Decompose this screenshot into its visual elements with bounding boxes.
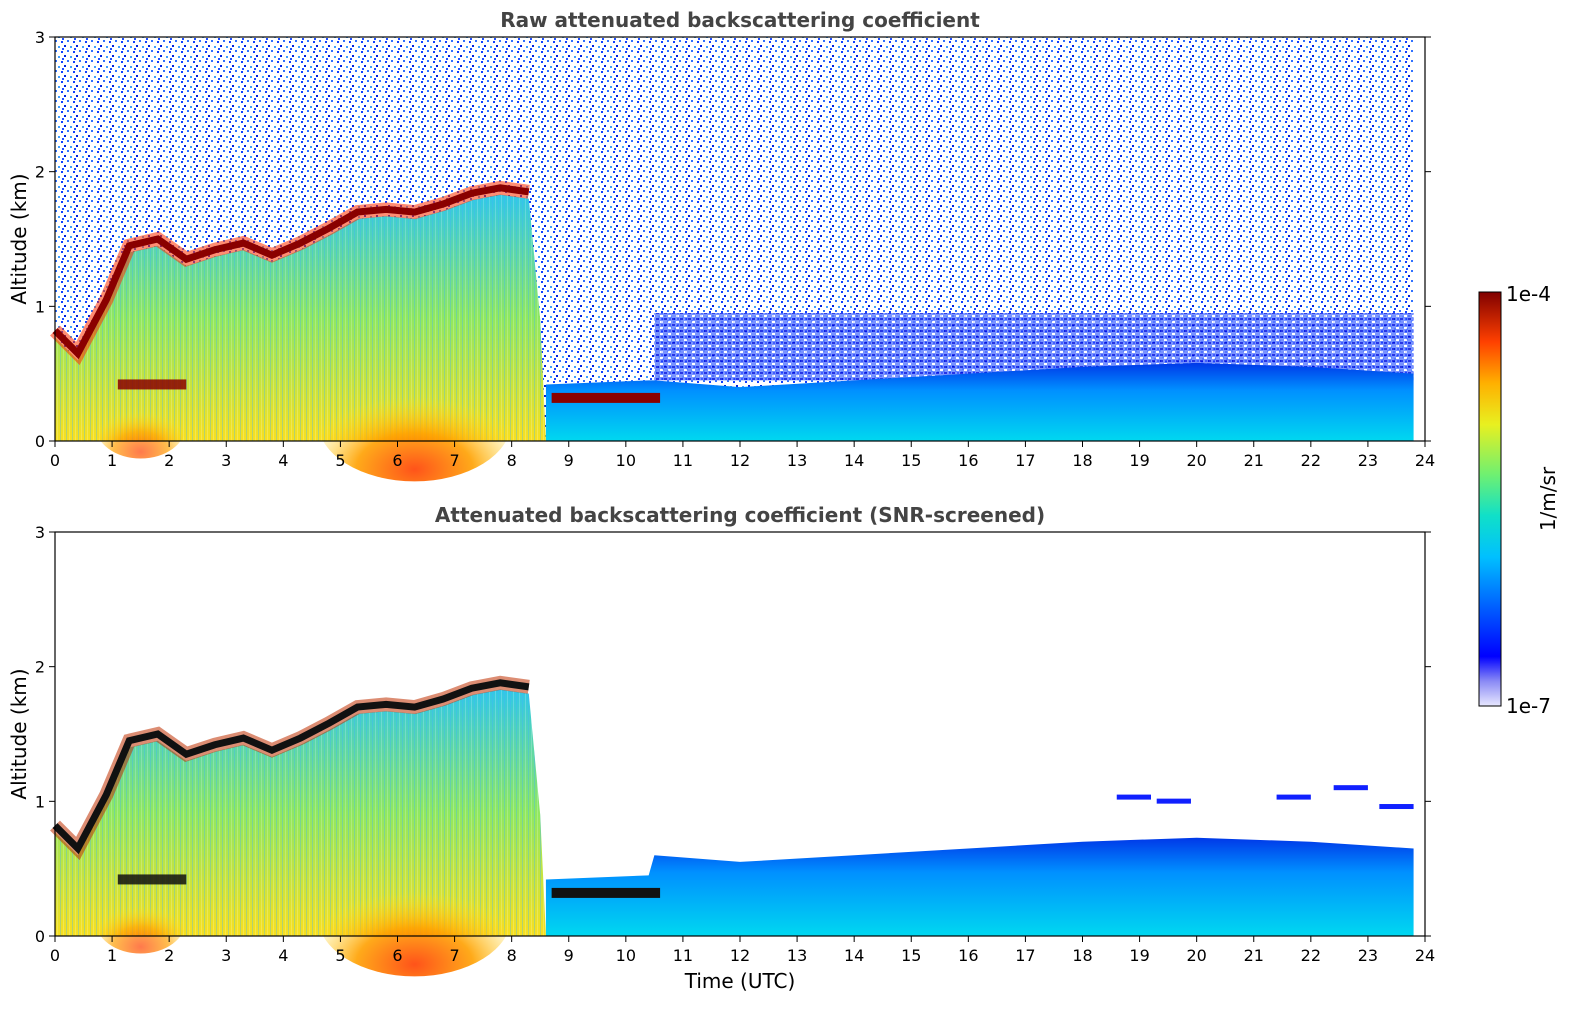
snr-x-tick-label: 23 bbox=[1358, 946, 1378, 965]
colorbar-unit-label: 1/m/sr bbox=[1536, 466, 1560, 531]
snr-x-tick-label: 20 bbox=[1186, 946, 1206, 965]
snr-panel-title: Attenuated backscattering coefficient (S… bbox=[435, 503, 1045, 527]
snr-x-tick-label: 4 bbox=[278, 946, 288, 965]
snr-x-tick-label: 0 bbox=[50, 946, 60, 965]
snr-x-tick-label: 8 bbox=[507, 946, 517, 965]
snr-x-tick-label: 10 bbox=[616, 946, 636, 965]
raw-x-tick-label: 17 bbox=[1015, 451, 1035, 470]
snr-boundary-layer bbox=[545, 837, 1414, 936]
raw-aerosol-layer-0_4km bbox=[117, 379, 187, 390]
raw-y-tick-label: 1 bbox=[35, 297, 45, 316]
snr-cloud-wisp bbox=[1333, 785, 1368, 791]
snr-cloud-wisp bbox=[1379, 804, 1414, 810]
raw-hot-aerosol-patch-early bbox=[94, 391, 187, 459]
snr-y-tick-label: 2 bbox=[35, 658, 45, 677]
snr-x-tick-label: 24 bbox=[1415, 946, 1435, 965]
snr-x-axis-label: Time (UTC) bbox=[684, 969, 796, 993]
raw-x-tick-label: 11 bbox=[673, 451, 693, 470]
raw-x-tick-label: 22 bbox=[1301, 451, 1321, 470]
raw-x-tick-label: 0 bbox=[50, 451, 60, 470]
raw-x-tick-label: 18 bbox=[1072, 451, 1092, 470]
snr-x-tick-label: 7 bbox=[449, 946, 459, 965]
snr-hot-aerosol-patch bbox=[317, 855, 512, 977]
snr-cloud-base-line bbox=[52, 679, 530, 855]
raw-x-tick-label: 7 bbox=[449, 451, 459, 470]
snr-x-tick-label: 11 bbox=[673, 946, 693, 965]
raw-x-tick-label: 24 bbox=[1415, 451, 1435, 470]
colorbar-max-label: 1e-4 bbox=[1506, 282, 1551, 306]
snr-x-tick-label: 12 bbox=[730, 946, 750, 965]
raw-x-tick-label: 2 bbox=[164, 451, 174, 470]
raw-x-tick-label: 1 bbox=[107, 451, 117, 470]
snr-cloud-wisp bbox=[1276, 794, 1311, 800]
snr-x-tick-label: 18 bbox=[1072, 946, 1092, 965]
snr-x-tick-label: 16 bbox=[958, 946, 978, 965]
raw-x-tick-label: 20 bbox=[1186, 451, 1206, 470]
raw-y-tick-label: 0 bbox=[35, 432, 45, 451]
raw-boundary-layer bbox=[545, 362, 1414, 441]
raw-cloud-base-line bbox=[52, 184, 530, 360]
snr-x-tick-label: 3 bbox=[221, 946, 231, 965]
raw-x-tick-label: 16 bbox=[958, 451, 978, 470]
raw-y-axis-label: Altitude (km) bbox=[7, 173, 31, 304]
colorbar-min-label: 1e-7 bbox=[1506, 694, 1551, 718]
snr-y-tick-label: 1 bbox=[35, 792, 45, 811]
snr-cloud-wisp bbox=[1156, 798, 1191, 804]
raw-x-tick-label: 12 bbox=[730, 451, 750, 470]
snr-y-tick-label: 3 bbox=[35, 523, 45, 542]
raw-hot-aerosol-patch bbox=[317, 360, 512, 482]
snr-x-tick-label: 1 bbox=[107, 946, 117, 965]
colorbar: 1e-4 1e-7 1/m/sr bbox=[1478, 282, 1560, 718]
snr-screened-backscatter-panel: Attenuated backscattering coefficient (S… bbox=[7, 503, 1435, 993]
raw-low-cloud-layer bbox=[551, 392, 661, 403]
snr-x-tick-label: 6 bbox=[392, 946, 402, 965]
raw-x-tick-label: 4 bbox=[278, 451, 288, 470]
raw-x-tick-label: 9 bbox=[564, 451, 574, 470]
snr-x-tick-label: 15 bbox=[901, 946, 921, 965]
raw-x-tick-label: 3 bbox=[221, 451, 231, 470]
raw-x-tick-label: 21 bbox=[1244, 451, 1264, 470]
snr-aerosol-layer-0_4km bbox=[117, 874, 187, 885]
raw-y-tick-label: 3 bbox=[35, 28, 45, 47]
colorbar-gradient bbox=[1478, 291, 1502, 707]
snr-x-tick-label: 9 bbox=[564, 946, 574, 965]
raw-x-tick-label: 6 bbox=[392, 451, 402, 470]
snr-x-tick-label: 13 bbox=[787, 946, 807, 965]
snr-y-tick-label: 0 bbox=[35, 927, 45, 946]
raw-x-tick-label: 23 bbox=[1358, 451, 1378, 470]
snr-cloud-wisp bbox=[1116, 794, 1151, 800]
snr-x-tick-label: 17 bbox=[1015, 946, 1035, 965]
snr-x-tick-label: 22 bbox=[1301, 946, 1321, 965]
raw-x-tick-label: 14 bbox=[844, 451, 864, 470]
raw-x-tick-label: 8 bbox=[507, 451, 517, 470]
snr-x-tick-label: 2 bbox=[164, 946, 174, 965]
snr-y-axis-label: Altitude (km) bbox=[7, 668, 31, 799]
raw-x-tick-label: 15 bbox=[901, 451, 921, 470]
raw-backscatter-panel: Raw attenuated backscattering coefficien… bbox=[7, 8, 1435, 482]
snr-x-tick-label: 5 bbox=[335, 946, 345, 965]
snr-low-cloud-layer bbox=[551, 887, 661, 898]
snr-x-tick-label: 21 bbox=[1244, 946, 1264, 965]
raw-panel-title: Raw attenuated backscattering coefficien… bbox=[500, 8, 980, 32]
snr-x-tick-label: 14 bbox=[844, 946, 864, 965]
raw-x-tick-label: 13 bbox=[787, 451, 807, 470]
snr-x-tick-label: 19 bbox=[1129, 946, 1149, 965]
raw-x-tick-label: 5 bbox=[335, 451, 345, 470]
raw-x-tick-label: 19 bbox=[1129, 451, 1149, 470]
raw-x-tick-label: 10 bbox=[616, 451, 636, 470]
snr-hot-aerosol-patch-early bbox=[94, 886, 187, 954]
raw-y-tick-label: 2 bbox=[35, 163, 45, 182]
